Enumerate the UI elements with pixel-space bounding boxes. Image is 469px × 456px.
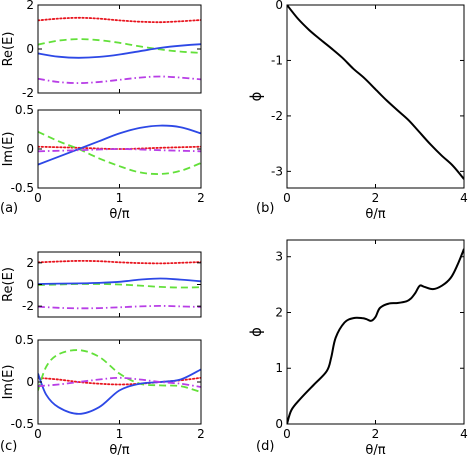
chart-d: 0 2 4 0 1 2 3 θ/π ϕ xyxy=(247,239,468,456)
x-axis-label: θ/π xyxy=(109,207,129,222)
panel-label-a: (a) xyxy=(0,201,18,216)
series-line-blue xyxy=(38,124,201,166)
y-tick-label: 0 xyxy=(275,0,283,12)
chart-a-re: -2 0 2 Re(E) xyxy=(1,0,202,100)
series-group xyxy=(38,259,201,310)
series-line-magenta xyxy=(38,75,201,85)
y-tick-label: -0.5 xyxy=(11,417,34,431)
chart-a-im: 0 1 2-0.500.5θ/πIm(E) xyxy=(1,103,205,222)
y-tick-label: 0.5 xyxy=(15,103,34,117)
chart-c-im: 0 1 2-0.500.5θ/πIm(E) xyxy=(1,333,205,456)
y-tick-label: 3 xyxy=(275,250,283,264)
series-group xyxy=(287,248,464,424)
y-tick-label: 0.5 xyxy=(15,333,34,347)
chart-b: 0 2 4 0 -1 -2 -3 θ/π ϕ xyxy=(247,0,468,222)
x-tick-label: 0 xyxy=(34,427,42,441)
x-tick-label: 0 xyxy=(283,427,291,441)
x-tick-label: 0 xyxy=(34,191,42,205)
x-tick-label: 2 xyxy=(197,427,205,441)
y-tick-label: -0.5 xyxy=(11,181,34,195)
x-tick-label: 2 xyxy=(372,191,380,205)
y-axis-label: Im(E) xyxy=(1,365,16,400)
y-tick-label: -2 xyxy=(22,86,34,100)
x-tick-label: 1 xyxy=(116,427,124,441)
y-tick-label: 2 xyxy=(26,0,34,12)
y-tick-label: 0 xyxy=(26,142,34,156)
y-tick-label: 0 xyxy=(26,42,34,56)
series-line-red xyxy=(38,145,201,150)
chart-c-re: -2 0 2 Re(E) xyxy=(1,251,202,318)
y-tick-label: -2 xyxy=(22,299,34,313)
y-tick-label: -3 xyxy=(271,164,283,178)
series-line-magenta xyxy=(38,376,201,388)
series-group xyxy=(38,124,201,175)
series-line-magenta xyxy=(38,304,201,310)
x-tick-label: 1 xyxy=(116,191,124,205)
series-line-green xyxy=(38,283,201,289)
x-axis-label: θ/π xyxy=(365,207,385,222)
x-tick-label: 2 xyxy=(372,427,380,441)
y-tick-label: -2 xyxy=(271,109,283,123)
series-line-black xyxy=(287,5,464,180)
axes-frame xyxy=(286,4,465,189)
x-tick-label: 2 xyxy=(197,191,205,205)
y-tick-label: 2 xyxy=(275,305,283,319)
y-axis-label: Re(E) xyxy=(1,32,16,67)
x-tick-label: 4 xyxy=(460,191,468,205)
y-tick-label: 1 xyxy=(275,361,283,375)
y-axis-label: Re(E) xyxy=(1,267,16,302)
y-axis-label: Im(E) xyxy=(1,132,16,167)
series-line-black xyxy=(287,248,464,424)
y-tick-label: 0 xyxy=(26,278,34,292)
x-axis-label: θ/π xyxy=(365,443,385,456)
series-line-blue xyxy=(38,368,201,415)
axes-frame xyxy=(286,239,465,425)
series-group xyxy=(38,16,201,85)
y-tick-label: 0 xyxy=(275,417,283,431)
panel-label-b: (b) xyxy=(256,201,274,216)
series-line-blue xyxy=(38,43,201,59)
y-tick-label: 0 xyxy=(26,375,34,389)
series-line-red xyxy=(38,16,201,24)
x-tick-label: 4 xyxy=(460,427,468,441)
series-group xyxy=(38,349,201,415)
x-axis-label: θ/π xyxy=(109,443,129,456)
y-axis-label: ϕ xyxy=(247,327,265,337)
panel-label-c: (c) xyxy=(0,439,17,454)
y-tick-label: 2 xyxy=(26,256,34,270)
series-line-green xyxy=(38,349,201,393)
x-tick-label: 0 xyxy=(283,191,291,205)
panel-label-d: (d) xyxy=(256,439,274,454)
y-axis-label: ϕ xyxy=(247,91,265,101)
y-tick-label: -1 xyxy=(271,53,283,67)
series-line-red xyxy=(38,259,201,265)
series-line-magenta xyxy=(38,148,201,153)
series-line-green xyxy=(38,38,201,54)
series-group xyxy=(287,5,464,180)
series-line-green xyxy=(38,130,201,175)
series-line-blue xyxy=(38,277,201,285)
